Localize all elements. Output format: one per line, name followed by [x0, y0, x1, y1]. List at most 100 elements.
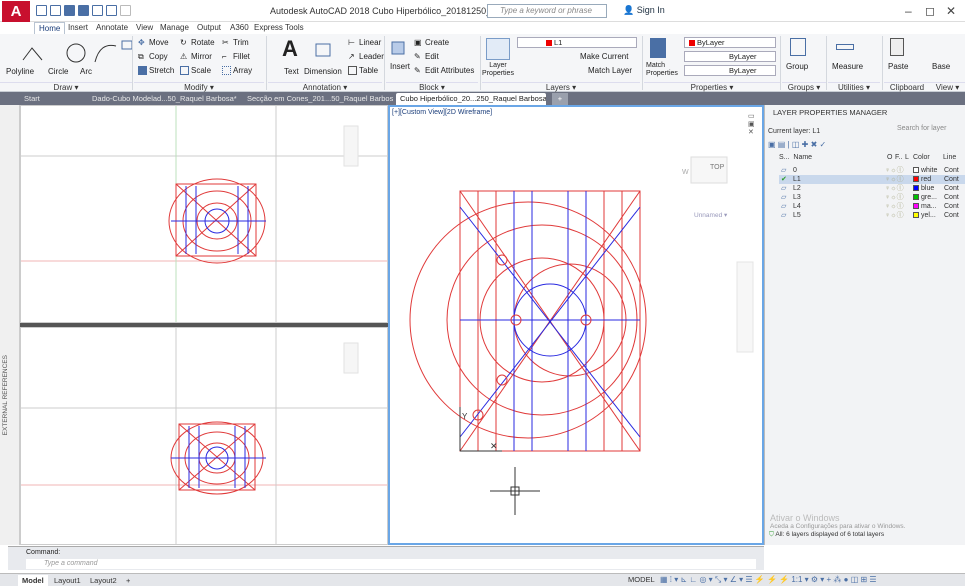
- layer-row[interactable]: ▱ L5 ♀☼ⓛ yel... Cont: [779, 211, 965, 220]
- block-panel-label[interactable]: Block ▾: [386, 82, 478, 92]
- modify-panel-label[interactable]: Modify ▾: [134, 82, 264, 92]
- layer-state-icons[interactable]: ♀☼ⓛ: [885, 185, 904, 192]
- external-references-tab[interactable]: EXTERNAL REFERENCES: [2, 355, 9, 436]
- properties-panel-label[interactable]: Properties ▾: [644, 82, 780, 92]
- color-dropdown[interactable]: ByLayer: [684, 37, 776, 48]
- layer-color[interactable]: white: [913, 166, 937, 175]
- col-status[interactable]: S...: [779, 154, 790, 161]
- col-freeze[interactable]: F..: [895, 154, 903, 161]
- autocad-logo[interactable]: A: [2, 1, 30, 23]
- measure-button[interactable]: Measure: [832, 62, 864, 71]
- search-input[interactable]: Type a keyword or phrase: [487, 4, 607, 18]
- layer-search-input[interactable]: Search for layer: [897, 125, 947, 132]
- stretch-button[interactable]: Stretch: [138, 66, 174, 76]
- match-layer-button[interactable]: Match Layer: [588, 66, 633, 75]
- viewport-window-controls[interactable]: ▭ ▣ ✕: [748, 113, 755, 136]
- copy-button[interactable]: ⧉ Copy: [138, 52, 168, 62]
- polyline-button[interactable]: Polyline: [6, 67, 35, 76]
- layer-color[interactable]: ma...: [913, 202, 937, 211]
- viewcube-west[interactable]: W: [682, 169, 689, 176]
- tab-annotate[interactable]: Annotate: [96, 23, 129, 32]
- layer-toolbar[interactable]: ▣ ▤ | ◫ ✚ ✖ ✓: [768, 140, 827, 149]
- layer-color[interactable]: red: [913, 175, 931, 184]
- open-icon[interactable]: [50, 5, 61, 16]
- layer-row[interactable]: ▱ L3 ♀☼ⓛ gre... Cont: [779, 193, 965, 202]
- mirror-button[interactable]: ⚠ Mirror: [180, 52, 212, 62]
- file-tab-start[interactable]: Start: [24, 94, 40, 103]
- save-icon[interactable]: [64, 5, 75, 16]
- edit-block-button[interactable]: ✎ Edit: [414, 52, 439, 62]
- layer-state-icons[interactable]: ♀☼ⓛ: [885, 194, 904, 201]
- tab-a360[interactable]: A360: [230, 23, 249, 32]
- layers-panel-label[interactable]: Layers ▾: [482, 82, 640, 92]
- make-current-button[interactable]: Make Current: [580, 52, 629, 61]
- array-button[interactable]: Array: [222, 66, 252, 76]
- model-space-toggle[interactable]: MODEL: [628, 575, 655, 584]
- col-linetype[interactable]: Line: [943, 154, 957, 161]
- viewport-bottom-left[interactable]: [20, 327, 388, 545]
- tab-express-tools[interactable]: Express Tools: [254, 23, 304, 32]
- lineweight-dropdown[interactable]: ByLayer: [684, 65, 776, 76]
- file-tab[interactable]: Dado-Cubo Modelad...50_Raquel Barbosa*: [92, 94, 237, 103]
- insert-button[interactable]: Insert: [390, 62, 411, 71]
- layer-row[interactable]: ▱ L2 ♀☼ⓛ blue Cont: [779, 184, 965, 193]
- new-tab-button[interactable]: +: [552, 93, 568, 105]
- viewport-main-active[interactable]: [+][Custom View][2D Wireframe]: [388, 105, 764, 545]
- viewport-top-left[interactable]: [20, 105, 388, 323]
- minimize-button[interactable]: –: [905, 4, 912, 18]
- viewport-controls-label[interactable]: [+][Custom View][2D Wireframe]: [392, 109, 493, 116]
- layer-linetype[interactable]: Cont: [944, 185, 959, 192]
- print-icon[interactable]: [92, 5, 103, 16]
- tab-layout2[interactable]: Layout2: [90, 576, 117, 585]
- layer-color[interactable]: yel...: [913, 211, 936, 220]
- dimension-button[interactable]: Dimension: [304, 67, 342, 76]
- sign-in-button[interactable]: 👤 Sign In: [623, 5, 665, 16]
- annotation-panel-label[interactable]: Annotation ▾: [268, 82, 382, 92]
- layer-color[interactable]: gre...: [913, 193, 937, 202]
- create-block-button[interactable]: ▣ Create: [414, 38, 450, 48]
- ucs-unnamed-dropdown[interactable]: Unnamed ▾: [694, 212, 728, 219]
- viewcube-top[interactable]: TOP: [710, 164, 725, 171]
- layer-dropdown[interactable]: L1: [517, 37, 637, 48]
- col-name[interactable]: Name: [793, 154, 813, 161]
- file-tab[interactable]: Secção em Cones_201...50_Raquel Barbosa*: [247, 94, 393, 103]
- layer-color[interactable]: blue: [913, 184, 934, 193]
- edit-attributes-button[interactable]: ✎ Edit Attributes: [414, 66, 475, 76]
- layer-linetype[interactable]: Cont: [944, 167, 959, 174]
- scale-button[interactable]: Scale: [180, 66, 211, 76]
- tab-model[interactable]: Model: [18, 575, 48, 586]
- redo-icon[interactable]: [120, 5, 131, 16]
- clipboard-panel-label[interactable]: Clipboard: [884, 82, 930, 92]
- table-button[interactable]: Table: [348, 66, 378, 76]
- layer-properties-button[interactable]: Layer Properties: [482, 62, 514, 77]
- layer-linetype[interactable]: Cont: [944, 176, 959, 183]
- save-as-icon[interactable]: [78, 5, 89, 16]
- col-color[interactable]: Color: [913, 154, 930, 161]
- text-button[interactable]: Text: [284, 67, 299, 76]
- tab-view[interactable]: View: [136, 23, 154, 32]
- rotate-button[interactable]: ↻ Rotate: [180, 38, 215, 48]
- tab-insert[interactable]: Insert: [68, 23, 89, 32]
- restore-button[interactable]: ◻: [925, 4, 935, 18]
- col-on[interactable]: O: [887, 154, 893, 161]
- layer-state-icons[interactable]: ♀☼ⓛ: [885, 176, 904, 183]
- layer-state-icons[interactable]: ♀☼ⓛ: [885, 212, 904, 219]
- base-button[interactable]: Base: [932, 62, 951, 71]
- linear-button[interactable]: ⊢ Linear: [348, 38, 382, 48]
- layer-row[interactable]: ▱ L4 ♀☼ⓛ ma... Cont: [779, 202, 965, 211]
- layer-linetype[interactable]: Cont: [944, 194, 959, 201]
- close-button[interactable]: ✕: [946, 4, 957, 18]
- layer-state-icons[interactable]: ♀☼ⓛ: [885, 167, 904, 174]
- layer-linetype[interactable]: Cont: [944, 212, 959, 219]
- layer-row[interactable]: ▱ 0 ♀☼ⓛ white Cont: [779, 166, 965, 175]
- status-toggle-icons[interactable]: ▦ ⁞ ▾ ⊾ ∟ ◎ ▾ ⤡ ▾ ∠ ▾ ☰ ⚡ ⚡ ⚡ 1:1 ▾ ⚙ ▾ …: [660, 575, 877, 584]
- file-tab-active[interactable]: Cubo Hiperbólico_20...250_Raquel Barbosa…: [396, 93, 546, 105]
- tab-manage[interactable]: Manage: [160, 23, 189, 32]
- new-icon[interactable]: [36, 5, 47, 16]
- layer-row-current[interactable]: ✔ L1 ♀☼ⓛ red Cont: [779, 175, 965, 184]
- tab-home[interactable]: Home: [34, 22, 66, 34]
- utilities-panel-label[interactable]: Utilities ▾: [828, 82, 880, 92]
- linetype-dropdown[interactable]: ByLayer: [684, 51, 776, 62]
- move-button[interactable]: ✥ Move: [138, 38, 169, 48]
- undo-icon[interactable]: [106, 5, 117, 16]
